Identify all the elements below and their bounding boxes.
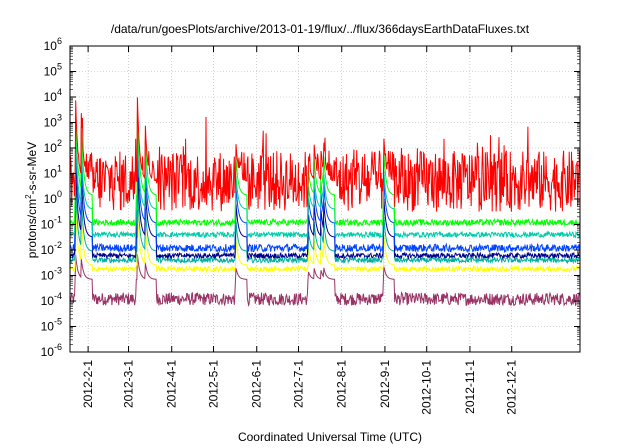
y-tick-exp: 3 (57, 113, 62, 123)
x-tick-label: 2012-7-1 (292, 360, 306, 408)
series-line (69, 97, 581, 212)
y-tick-label: 10-3 (41, 266, 62, 283)
series-line (69, 206, 581, 274)
y-tick-base: 10 (44, 192, 58, 206)
x-tick-label: 2012-6-1 (250, 360, 264, 408)
y-tick-base: 10 (44, 116, 58, 130)
y-tick-label: 103 (44, 113, 62, 130)
y-tick-label: 10-1 (41, 215, 62, 232)
y-tick-base: 10 (41, 218, 55, 232)
y-axis-label-sup: 2 (24, 194, 33, 199)
y-tick-label: 102 (44, 138, 62, 155)
y-tick-exp: -1 (54, 215, 62, 225)
x-axis-label: Coordinated Universal Time (UTC) (237, 430, 423, 444)
y-tick-exp: 1 (57, 164, 62, 174)
y-tick-exp: -3 (54, 266, 62, 276)
series-line (69, 254, 581, 307)
y-tick-label: 100 (44, 189, 62, 206)
ticks (70, 45, 580, 353)
y-tick-exp: 2 (57, 138, 62, 148)
chart-title: /data/run/goesPlots/archive/2013-01-19/f… (110, 22, 530, 36)
y-tick-base: 10 (41, 243, 55, 257)
y-tick-base: 10 (41, 345, 55, 359)
series-line (69, 161, 581, 261)
x-tick-label: 2012-10-1 (420, 360, 434, 415)
svg-text:protons/cm2-s-sr-MeV: protons/cm2-s-sr-MeV (24, 142, 39, 258)
y-tick-exp: 5 (57, 62, 62, 72)
y-tick-label: 10-5 (41, 317, 62, 334)
series-line (69, 184, 581, 265)
y-tick-label: 101 (44, 164, 62, 181)
y-tick-base: 10 (41, 269, 55, 283)
y-tick-label: 10-4 (41, 291, 62, 308)
y-axis-label-rest: -s-sr-MeV (25, 142, 39, 195)
series-line (70, 133, 581, 240)
y-tick-labels: 10-610-510-410-310-210-11001011021031041… (41, 36, 62, 359)
series-line (69, 139, 581, 254)
x-tick-label: 2012-5-1 (207, 360, 221, 408)
y-tick-exp: -2 (54, 240, 62, 250)
x-tick-label: 2012-4-1 (165, 360, 179, 408)
y-tick-base: 10 (41, 320, 55, 334)
y-tick-base: 10 (44, 65, 58, 79)
y-axis-label: protons/cm2-s-sr-MeV (24, 142, 39, 258)
x-tick-label: 2012-12-1 (505, 360, 519, 415)
y-tick-exp: -4 (54, 291, 62, 301)
y-tick-exp: -6 (54, 342, 62, 352)
y-tick-label: 106 (44, 36, 62, 53)
x-tick-label: 2012-11-1 (463, 360, 477, 414)
y-tick-exp: 0 (57, 189, 62, 199)
y-tick-label: 10-6 (41, 342, 62, 359)
x-tick-label: 2012-8-1 (335, 360, 349, 408)
y-tick-base: 10 (44, 90, 58, 104)
y-tick-label: 10-2 (41, 240, 62, 257)
x-tick-label: 2012-2-1 (81, 360, 95, 408)
y-tick-label: 105 (44, 62, 62, 79)
y-tick-base: 10 (44, 167, 58, 181)
y-axis-label-base: protons/cm (25, 199, 39, 258)
x-tick-label: 2012-9-1 (378, 360, 392, 408)
y-tick-exp: 6 (57, 36, 62, 46)
y-tick-label: 104 (44, 87, 62, 104)
x-tick-label: 2012-3-1 (122, 360, 136, 408)
y-tick-exp: -5 (54, 317, 62, 327)
y-tick-base: 10 (41, 294, 55, 308)
series-layer (69, 97, 581, 307)
series-line (69, 111, 581, 228)
x-tick-labels: 2012-2-1 2012-3-1 2012-4-1 2012-5-1 2012-6-1… (81, 360, 519, 415)
y-tick-exp: 4 (57, 87, 62, 97)
y-tick-base: 10 (44, 39, 58, 53)
y-tick-base: 10 (44, 141, 58, 155)
